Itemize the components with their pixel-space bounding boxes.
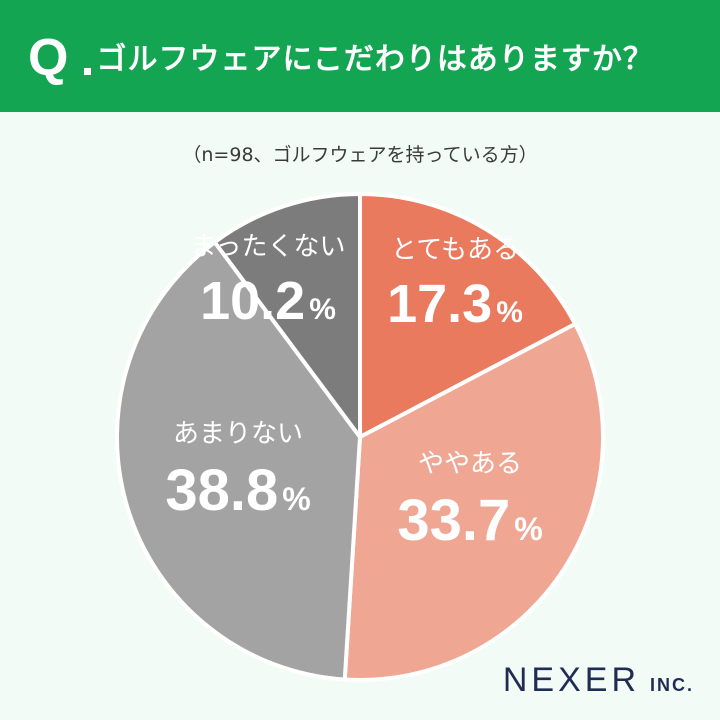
pie-slice-4 xyxy=(212,192,362,439)
slice-label-2: ややある xyxy=(418,449,522,479)
slice-value-3: 38.8% xyxy=(165,458,310,523)
slice-value-4: 10.2% xyxy=(200,271,336,331)
slice-value-1: 17.3% xyxy=(387,274,523,334)
pie-slice-1 xyxy=(358,192,578,439)
logo-main-text: NEXER xyxy=(502,661,640,699)
slice-value-2: 33.7% xyxy=(397,488,542,553)
nexer-logo: NEXER INC. xyxy=(503,661,694,700)
pie-slice-3 xyxy=(115,240,362,682)
pie-slice-2 xyxy=(342,321,605,682)
sample-note: （n=98、ゴルフウェアを持っている方） xyxy=(182,144,538,166)
slice-label-3: あまりない xyxy=(173,419,303,449)
question-title: ゴルフウェアにこだわりはありますか？ xyxy=(96,42,654,77)
question-header: Q ゴルフウェアにこだわりはありますか？ xyxy=(0,0,720,112)
logo-sub-text: INC. xyxy=(650,675,694,695)
q-dot xyxy=(84,68,91,75)
q-mark: Q xyxy=(28,29,69,87)
slice-label-4: まったくない xyxy=(191,232,346,262)
slice-label-1: とてもある xyxy=(391,235,519,265)
